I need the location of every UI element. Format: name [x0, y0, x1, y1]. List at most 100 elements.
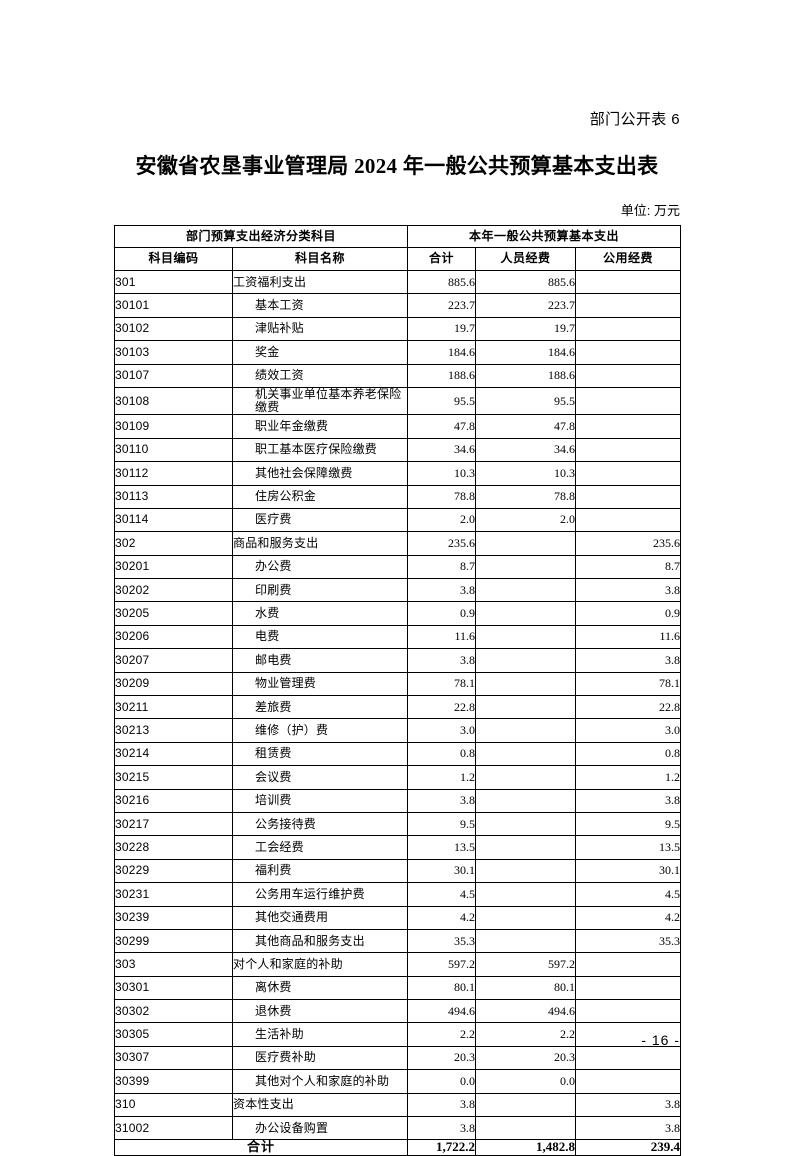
cell-total: 9.5 [407, 811, 477, 837]
cell-code: 30305 [114, 1022, 233, 1047]
cell-staff: 223.7 [475, 293, 577, 318]
table-row: 30112 其他社会保障缴费 10.3 10.3 [114, 461, 682, 486]
table-row: 30202 印刷费 3.8 3.8 [114, 578, 682, 603]
total-value-public: 239.4 [575, 1139, 682, 1156]
cell-code: 30102 [114, 316, 233, 342]
doc-label: 部门公开表 6 [589, 111, 680, 128]
total-value-total: 1,722.2 [407, 1139, 477, 1156]
cell-total: 235.6 [407, 531, 477, 556]
cell-public [575, 461, 682, 486]
table-body: 301 工资福利支出 885.6 885.6 30101 基本工资 223.7 223.7 30… [114, 269, 682, 1141]
cell-public: 8.7 [575, 554, 682, 580]
cell-total: 20.3 [407, 1045, 477, 1071]
cell-staff [475, 671, 577, 697]
cell-total: 4.2 [407, 905, 477, 930]
table-row: 301 工资福利支出 885.6 885.6 [114, 269, 682, 295]
cell-code: 30217 [114, 811, 233, 837]
document-page: 部门公开表 6 安徽省农垦事业管理局 2024 年一般公共预算基本支出表 单位:… [113, 111, 682, 1156]
cell-code: 30229 [114, 858, 233, 884]
column-header-public: 公用经费 [575, 247, 682, 271]
cell-staff: 2.2 [475, 1022, 577, 1047]
table-row: 30205 水费 0.9 0.9 [114, 601, 682, 626]
cell-public: 235.6 [575, 531, 682, 556]
cell-name: 维修（护）费 [231, 718, 409, 743]
cell-name: 公务接待费 [231, 811, 409, 837]
cell-code: 30228 [114, 835, 233, 860]
table-row: 30209 物业管理费 78.1 78.1 [114, 671, 682, 697]
cell-total: 3.8 [407, 578, 477, 603]
table-row: 30399 其他对个人和家庭的补助 0.0 0.0 [114, 1069, 682, 1094]
cell-name: 医疗费 [231, 507, 409, 533]
cell-public: 3.8 [575, 648, 682, 673]
cell-staff [475, 601, 577, 626]
cell-name: 培训费 [231, 788, 409, 813]
cell-name: 住房公积金 [231, 484, 409, 509]
cell-public: 4.2 [575, 905, 682, 930]
column-header-code: 科目编码 [114, 247, 233, 271]
cell-name: 物业管理费 [231, 671, 409, 697]
cell-public [575, 437, 682, 463]
cell-name: 其他交通费用 [231, 905, 409, 930]
cell-name: 会议费 [231, 765, 409, 790]
cell-public [575, 484, 682, 509]
cell-name: 其他社会保障缴费 [231, 461, 409, 486]
cell-staff: 184.6 [475, 340, 577, 365]
cell-staff: 78.8 [475, 484, 577, 509]
cell-total: 22.8 [407, 695, 477, 720]
table-row: 30213 维修（护）费 3.0 3.0 [114, 718, 682, 743]
table-column-header-row: 科目编码 科目名称 合计 人员经费 公用经费 [114, 247, 682, 271]
table-row: 30228 工会经费 13.5 13.5 [114, 835, 682, 860]
cell-name: 工资福利支出 [231, 269, 409, 295]
cell-name: 商品和服务支出 [231, 531, 409, 556]
cell-total: 0.9 [407, 601, 477, 626]
cell-code: 30112 [114, 461, 233, 486]
cell-name: 资本性支出 [231, 1092, 409, 1118]
cell-total: 3.8 [407, 648, 477, 673]
cell-total: 885.6 [407, 269, 477, 295]
table-row: 30302 退休费 494.6 494.6 [114, 999, 682, 1024]
cell-total: 8.7 [407, 554, 477, 580]
cell-name: 电费 [231, 624, 409, 650]
cell-code: 30207 [114, 648, 233, 673]
cell-code: 30211 [114, 695, 233, 720]
cell-name: 其他对个人和家庭的补助 [231, 1069, 409, 1094]
table-row: 30231 公务用车运行维护费 4.5 4.5 [114, 882, 682, 907]
cell-total: 78.1 [407, 671, 477, 697]
cell-public: 78.1 [575, 671, 682, 697]
cell-public: 3.8 [575, 1116, 682, 1141]
cell-name: 津贴补贴 [231, 316, 409, 342]
cell-code: 30103 [114, 340, 233, 365]
cell-name: 退休费 [231, 999, 409, 1024]
total-value-staff: 1,482.8 [475, 1139, 577, 1156]
cell-code: 30215 [114, 765, 233, 790]
cell-public [575, 1045, 682, 1071]
cell-staff [475, 648, 577, 673]
cell-public [575, 386, 682, 416]
cell-total: 184.6 [407, 340, 477, 365]
cell-total: 35.3 [407, 928, 477, 954]
cell-staff: 188.6 [475, 363, 577, 388]
table-foot: 合计 1,722.2 1,482.8 239.4 [113, 1139, 682, 1156]
cell-total: 80.1 [407, 975, 477, 1001]
cell-name: 职业年金缴费 [231, 414, 409, 439]
group-header-left: 部门预算支出经济分类科目 [113, 225, 409, 248]
cell-name: 办公设备购置 [231, 1116, 409, 1141]
cell-name: 绩效工资 [231, 363, 409, 388]
table-row: 30217 公务接待费 9.5 9.5 [114, 811, 682, 837]
table-row: 30102 津贴补贴 19.7 19.7 [114, 316, 682, 342]
cell-public [575, 316, 682, 342]
table-row: 30239 其他交通费用 4.2 4.2 [114, 905, 682, 930]
cell-staff [475, 718, 577, 743]
table-row: 30305 生活补助 2.2 2.2 [114, 1022, 682, 1047]
cell-code: 30110 [114, 437, 233, 463]
cell-staff [475, 858, 577, 884]
page-title: 安徽省农垦事业管理局 2024 年一般公共预算基本支出表 [135, 154, 659, 178]
cell-staff [475, 531, 577, 556]
cell-public [575, 952, 682, 977]
cell-name: 离休费 [231, 975, 409, 1001]
table-row: 30216 培训费 3.8 3.8 [114, 788, 682, 813]
cell-code: 30213 [114, 718, 233, 743]
cell-staff [475, 882, 577, 907]
cell-staff [475, 741, 577, 767]
cell-name: 机关事业单位基本养老保险缴费 [231, 386, 409, 416]
